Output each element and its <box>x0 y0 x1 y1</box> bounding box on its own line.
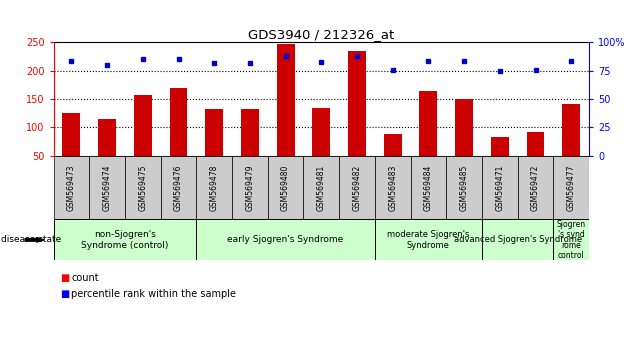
Text: GSM569485: GSM569485 <box>460 164 469 211</box>
Bar <box>482 156 518 219</box>
Title: GDS3940 / 212326_at: GDS3940 / 212326_at <box>248 28 394 41</box>
Bar <box>161 156 197 219</box>
Text: advanced Sjogren's Syndrome: advanced Sjogren's Syndrome <box>454 235 581 244</box>
Bar <box>527 132 544 156</box>
Bar <box>205 109 223 156</box>
Text: count: count <box>71 273 99 283</box>
Bar <box>241 109 259 156</box>
Bar <box>169 88 188 156</box>
Bar <box>455 99 473 156</box>
Bar <box>482 219 553 260</box>
Bar <box>134 95 152 156</box>
Bar <box>375 156 411 219</box>
Bar <box>54 219 197 260</box>
Bar <box>304 156 339 219</box>
Bar <box>125 156 161 219</box>
Text: GSM569477: GSM569477 <box>567 164 576 211</box>
Text: GSM569476: GSM569476 <box>174 164 183 211</box>
Text: GSM569481: GSM569481 <box>317 165 326 211</box>
Text: non-Sjogren's
Syndrome (control): non-Sjogren's Syndrome (control) <box>81 230 169 250</box>
Bar <box>62 113 81 156</box>
Text: GSM569471: GSM569471 <box>495 164 504 211</box>
Bar <box>420 91 437 156</box>
Bar <box>446 156 482 219</box>
Bar <box>553 219 589 260</box>
Bar <box>54 156 89 219</box>
Bar <box>411 156 446 219</box>
Text: moderate Sjogren's
Syndrome: moderate Sjogren's Syndrome <box>387 230 469 250</box>
Text: GSM569474: GSM569474 <box>103 164 112 211</box>
Bar <box>268 156 304 219</box>
Bar <box>232 156 268 219</box>
Bar <box>339 156 375 219</box>
Bar <box>312 108 330 156</box>
Text: GSM569483: GSM569483 <box>388 164 397 211</box>
Bar <box>491 137 509 156</box>
Text: GSM569475: GSM569475 <box>139 164 147 211</box>
Text: ■: ■ <box>60 289 69 299</box>
Text: GSM569482: GSM569482 <box>353 165 362 211</box>
Text: GSM569484: GSM569484 <box>424 164 433 211</box>
Text: GSM569479: GSM569479 <box>246 164 255 211</box>
Text: GSM569480: GSM569480 <box>281 164 290 211</box>
Bar <box>375 219 482 260</box>
Bar <box>348 51 366 156</box>
Text: GSM569478: GSM569478 <box>210 164 219 211</box>
Text: GSM569473: GSM569473 <box>67 164 76 211</box>
Text: ■: ■ <box>60 273 69 283</box>
Bar <box>98 119 116 156</box>
Bar <box>89 156 125 219</box>
Text: disease state: disease state <box>1 235 61 244</box>
Bar <box>384 134 402 156</box>
Bar <box>518 156 553 219</box>
Text: percentile rank within the sample: percentile rank within the sample <box>71 289 236 299</box>
Bar <box>197 156 232 219</box>
Bar <box>277 44 295 156</box>
Text: early Sjogren's Syndrome: early Sjogren's Syndrome <box>227 235 344 244</box>
Text: GSM569472: GSM569472 <box>531 164 540 211</box>
Bar <box>553 156 589 219</box>
Bar <box>563 104 580 156</box>
Text: Sjogren
's synd
rome
control: Sjogren 's synd rome control <box>557 220 586 260</box>
Bar <box>197 219 375 260</box>
